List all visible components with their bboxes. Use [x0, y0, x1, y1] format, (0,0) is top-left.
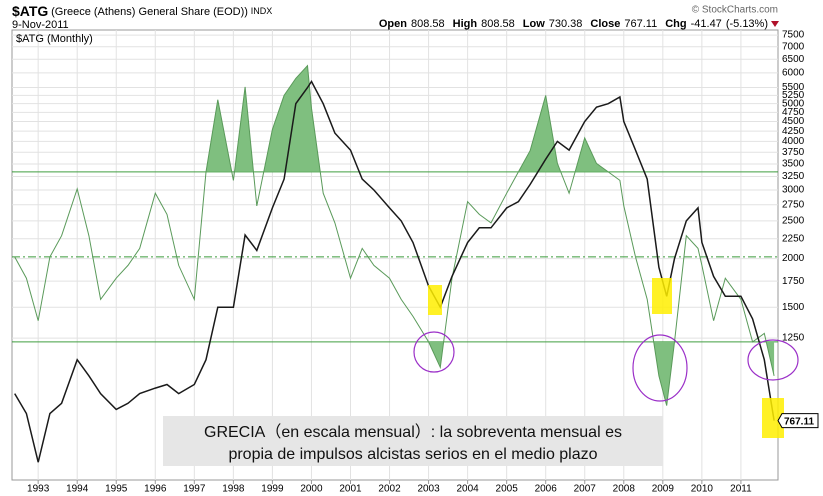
- annotation-line: GRECIA（en escala mensual）: la sobreventa…: [204, 423, 622, 441]
- y-tick-label: 3000: [782, 185, 805, 196]
- annotation-box: [163, 416, 663, 466]
- y-tick-label: 2750: [782, 199, 805, 210]
- y-tick-label: 3500: [782, 159, 805, 170]
- x-tick-label: 2001: [339, 484, 362, 495]
- quote-value: 808.58: [411, 18, 445, 30]
- quote-label: High: [453, 18, 478, 30]
- annotation-line: propia de impulsos alcistas serios en el…: [228, 446, 597, 463]
- y-tick-label: 2500: [782, 216, 805, 227]
- y-tick-label: 4250: [782, 126, 805, 137]
- y-tick-label: 5500: [782, 82, 805, 93]
- x-tick-label: 2006: [535, 484, 558, 495]
- panel-label: $ATG (Monthly): [16, 33, 93, 45]
- highlight: [762, 398, 784, 438]
- y-tick-label: 2000: [782, 253, 805, 264]
- y-tick-label: 6500: [782, 54, 805, 65]
- quote-value: -41.47: [691, 18, 722, 30]
- security-name: (Greece (Athens) General Share (EOD)): [51, 6, 248, 18]
- y-tick-label: 3250: [782, 171, 805, 182]
- y-tick-label: 1500: [782, 302, 805, 313]
- x-tick-label: 1995: [105, 484, 128, 495]
- date: 9-Nov-2011: [12, 19, 69, 31]
- highlight: [428, 285, 442, 315]
- down-arrow: [771, 21, 779, 27]
- y-tick-label: 5250: [782, 90, 805, 101]
- header: $ATG (Greece (Athens) General Share (EOD…: [12, 3, 272, 19]
- quote-label: Low: [523, 18, 545, 30]
- x-tick-label: 2003: [417, 484, 440, 495]
- last-price-label: 767.11: [784, 416, 814, 427]
- x-tick-label: 1999: [261, 484, 284, 495]
- y-tick-label: 3750: [782, 147, 805, 158]
- y-tick-label: 6000: [782, 67, 805, 78]
- x-tick-label: 1996: [144, 484, 167, 495]
- change-pct: (-5.13%): [726, 18, 768, 30]
- quote: Open 808.58 High 808.58 Low 730.38 Close 767.11…: [379, 18, 768, 30]
- highlight: [652, 278, 672, 314]
- quote-label: Chg: [665, 18, 686, 30]
- quote-label: Close: [590, 18, 620, 30]
- quote-value: 730.38: [549, 18, 583, 30]
- x-tick-label: 2010: [691, 484, 714, 495]
- y-tick-label: 4000: [782, 136, 805, 147]
- circle-marker: [632, 334, 688, 402]
- indicator-line: [14, 64, 775, 406]
- x-tick-label: 2009: [652, 484, 675, 495]
- source: © StockCharts.com: [692, 5, 778, 16]
- x-tick-label: 2007: [574, 484, 597, 495]
- last-price-tag: [777, 413, 819, 429]
- quote-value: 808.58: [481, 18, 515, 30]
- y-tick-label: 7000: [782, 41, 805, 52]
- x-tick-label: 1998: [222, 484, 245, 495]
- y-tick-label: 1250: [782, 333, 805, 344]
- x-tick-label: 2004: [456, 484, 479, 495]
- x-tick-label: 1997: [183, 484, 206, 495]
- plot-area: [11, 29, 779, 481]
- x-tick-label: 2000: [300, 484, 323, 495]
- x-tick-label: 2011: [730, 484, 752, 495]
- x-tick-label: 2005: [496, 484, 519, 495]
- circle-marker: [413, 331, 455, 373]
- quote-label: Open: [379, 18, 407, 30]
- y-tick-label: 5000: [782, 98, 805, 109]
- y-tick-label: 7500: [782, 30, 805, 41]
- symbol: $ATG: [12, 3, 48, 19]
- overbought-fill: [14, 65, 775, 172]
- y-tick-label: 4500: [782, 116, 805, 127]
- x-tick-label: 2008: [613, 484, 636, 495]
- area: [14, 65, 775, 172]
- annotations: [413, 278, 799, 438]
- x-tick-label: 1993: [27, 484, 50, 495]
- y-tick-label: 2250: [782, 233, 805, 244]
- x-tick-label: 1994: [66, 484, 89, 495]
- y-tick-label: 4750: [782, 107, 805, 118]
- exchange: INDX: [251, 6, 273, 16]
- x-tick-label: 2002: [378, 484, 401, 495]
- circle-marker: [747, 339, 799, 381]
- quote-value: 767.11: [624, 18, 657, 30]
- y-tick-label: 1750: [782, 276, 805, 287]
